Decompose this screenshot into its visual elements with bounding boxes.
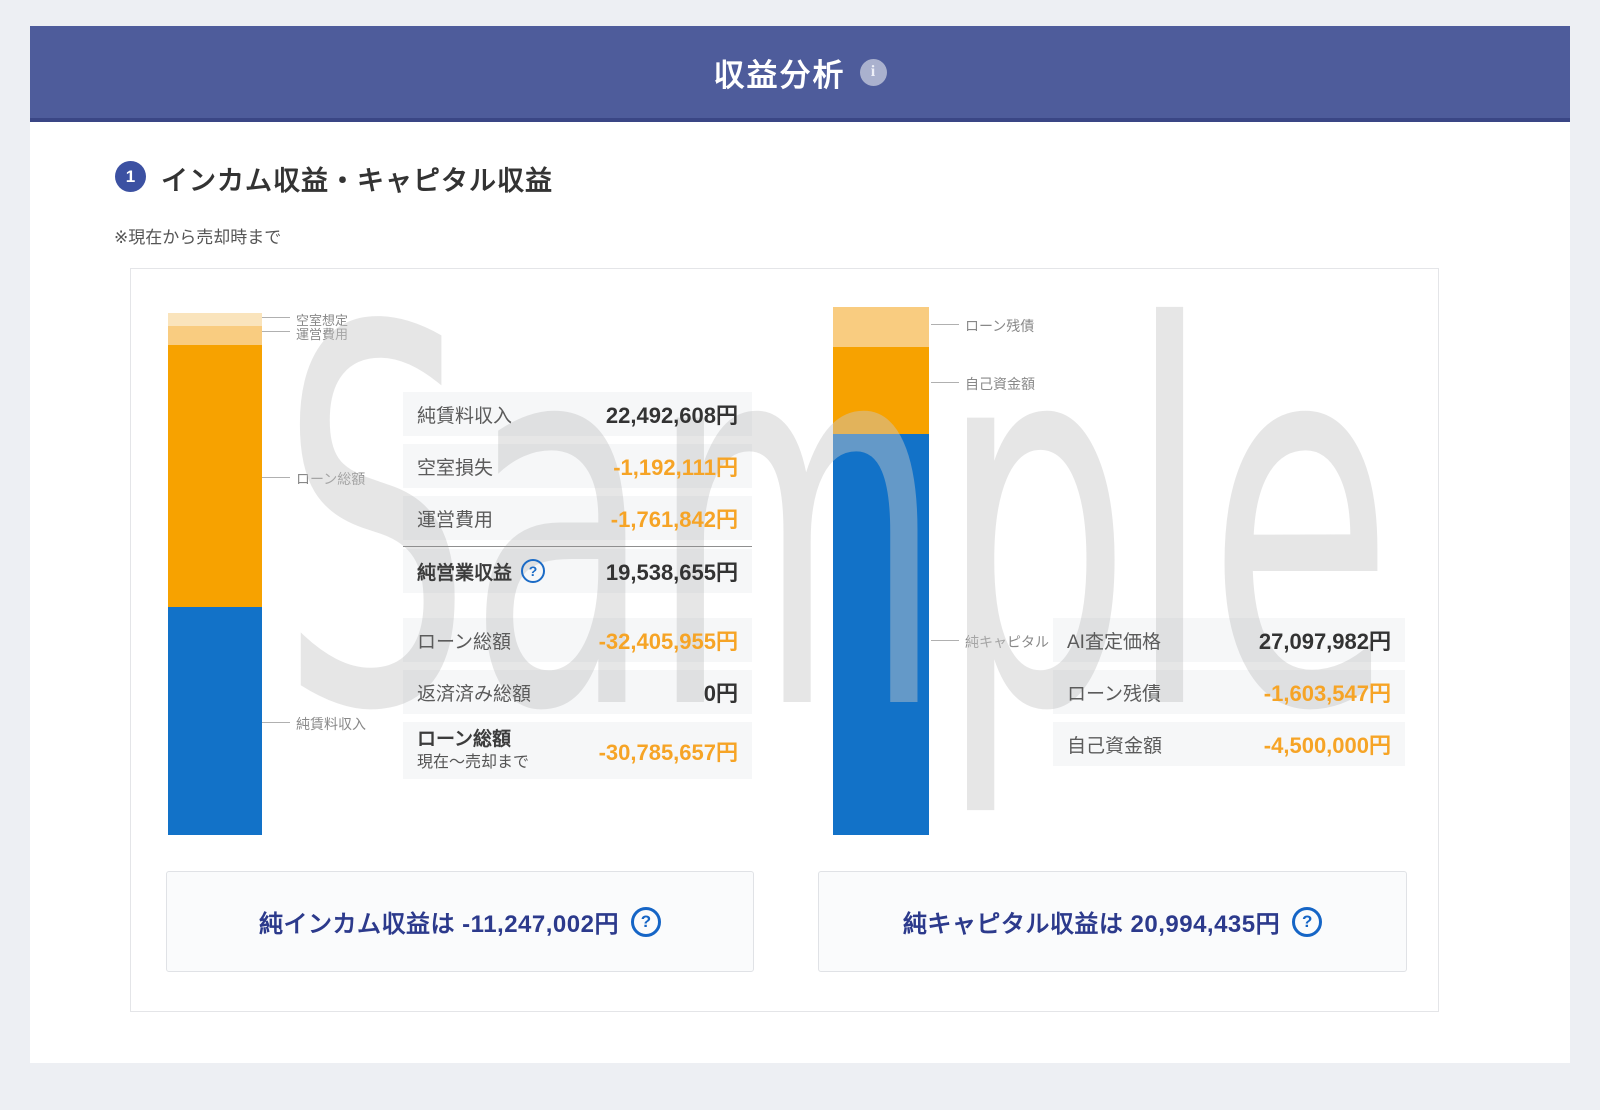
row-value: -1,192,111円 — [613, 455, 738, 480]
row-label: 空室損失 — [417, 457, 494, 479]
table-row: ローン総額 -32,405,955円 — [403, 618, 752, 662]
bar-label-loan-total: ローン総額 — [296, 471, 366, 487]
capital-summary-text: 純キャピタル収益は 20,994,435円 — [902, 911, 1281, 938]
row-label: 純営業収益 ? — [417, 558, 546, 585]
row-label-text: ローン総額 — [417, 729, 512, 750]
row-sublabel: 現在〜売却まで — [417, 753, 530, 771]
row-label: ローン残債 — [1067, 683, 1162, 705]
table-row: 運営費用 -1,761,842円 — [403, 496, 752, 540]
row-label-text: 純営業収益 — [417, 562, 513, 584]
section-title: インカム収益・キャピタル収益 — [161, 166, 553, 196]
bar-label-loan-balance: ローン残債 — [965, 318, 1035, 334]
tick-line-vacancy — [262, 317, 290, 318]
table-row: 返済済み総額 0円 — [403, 670, 752, 714]
tick-line-net-rent — [262, 722, 290, 723]
row-label: 自己資金額 — [1067, 735, 1163, 757]
row-value: 22,492,608円 — [605, 403, 738, 428]
row-label: AI査定価格 — [1067, 631, 1161, 653]
table-row: 自己資金額 -4,500,000円 — [1053, 722, 1405, 766]
table-row: 純賃料収入 22,492,608円 — [403, 392, 752, 436]
row-value: -4,500,000円 — [1263, 733, 1391, 758]
income-bar-segment-loan — [168, 345, 262, 607]
page-title: 収益分析 — [713, 57, 846, 93]
row-label: 運営費用 — [417, 509, 494, 531]
row-label: 純賃料収入 — [417, 405, 513, 427]
header-bar: 収益分析 i — [30, 26, 1570, 122]
table-row: AI査定価格 27,097,982円 — [1053, 618, 1405, 662]
bar-label-net-capital: 純キャピタル — [965, 634, 1049, 650]
income-summary-box: 純インカム収益は -11,247,002円 ? — [166, 871, 754, 972]
income-summary-text: 純インカム収益は -11,247,002円 — [259, 911, 619, 938]
capital-bar-segment-net-capital — [833, 434, 929, 835]
table-row: 純営業収益 ? 19,538,655円 — [403, 549, 752, 593]
tick-line-net-capital — [931, 640, 959, 641]
row-label: ローン総額 現在〜売却まで — [417, 729, 529, 772]
row-value: -1,761,842円 — [610, 507, 738, 532]
row-value: 0円 — [703, 681, 738, 706]
info-icon[interactable]: i — [859, 58, 887, 86]
bar-label-operating: 運営費用 — [296, 327, 349, 342]
section-note: ※現在から売却時まで — [114, 228, 282, 247]
bar-label-equity: 自己資金額 — [965, 376, 1035, 392]
capital-summary-box: 純キャピタル収益は 20,994,435円 ? — [818, 871, 1407, 972]
income-bar-segment-rent — [168, 607, 262, 835]
row-value: -32,405,955円 — [598, 629, 738, 654]
capital-bar-segment-loan-balance — [833, 307, 929, 347]
row-label: 返済済み総額 — [417, 683, 532, 705]
table-row: ローン総額 現在〜売却まで -30,785,657円 — [403, 722, 752, 779]
section-number-badge: 1 — [115, 161, 146, 192]
help-icon[interactable]: ? — [1292, 906, 1323, 937]
bar-label-vacancy: 空室想定 — [296, 313, 349, 328]
table-row: ローン残債 -1,603,547円 — [1053, 670, 1405, 714]
row-value: -1,603,547円 — [1263, 681, 1391, 706]
table-row: 空室損失 -1,192,111円 — [403, 444, 752, 488]
income-bar-segment-vacancy — [168, 313, 262, 326]
help-icon[interactable]: ? — [521, 559, 546, 583]
table-divider — [403, 546, 752, 547]
row-value: 19,538,655円 — [605, 560, 738, 585]
tick-line-loan-balance — [931, 324, 959, 325]
row-value: 27,097,982円 — [1258, 629, 1391, 654]
tick-line-equity — [931, 382, 959, 383]
tick-line-operating — [262, 331, 290, 332]
row-label: ローン総額 — [417, 631, 512, 653]
row-value: -30,785,657円 — [598, 739, 738, 765]
capital-bar-segment-equity — [833, 347, 929, 434]
help-icon[interactable]: ? — [630, 906, 661, 937]
analysis-card: 収益分析 i 1 インカム収益・キャピタル収益 ※現在から売却時まで 空室想定 … — [30, 26, 1570, 1063]
tick-line-loan-total — [262, 477, 290, 478]
income-bar-segment-operating — [168, 326, 262, 345]
bar-label-net-rent: 純賃料収入 — [296, 716, 366, 732]
